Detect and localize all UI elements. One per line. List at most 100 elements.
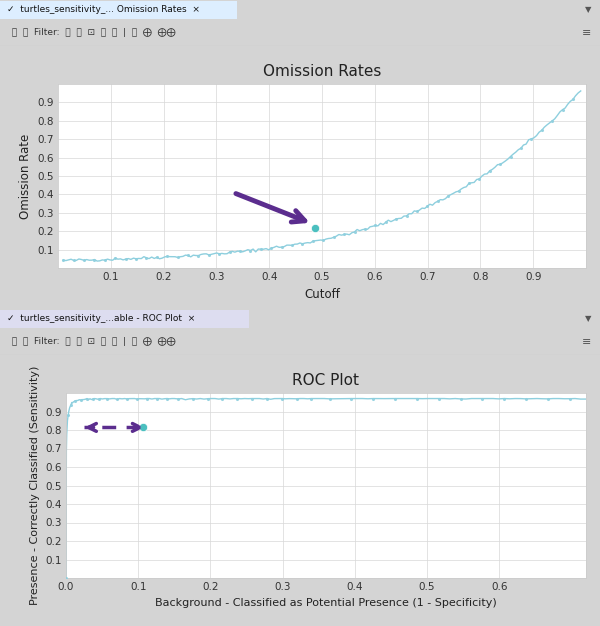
Point xyxy=(132,394,142,404)
Point xyxy=(256,244,266,254)
Point xyxy=(214,249,224,259)
FancyBboxPatch shape xyxy=(0,310,249,328)
Point xyxy=(319,235,328,245)
X-axis label: Background - Classified as Potential Presence (1 - Specificity): Background - Classified as Potential Pre… xyxy=(155,598,497,608)
Title: Omission Rates: Omission Rates xyxy=(263,64,381,79)
Point xyxy=(262,394,272,404)
Point xyxy=(391,214,401,224)
Point xyxy=(443,191,453,201)
Point xyxy=(110,253,120,263)
Point xyxy=(100,255,110,265)
Point xyxy=(247,394,257,404)
Point xyxy=(162,394,172,404)
Point xyxy=(232,394,242,404)
Point xyxy=(277,394,287,404)
Point xyxy=(422,201,432,211)
Point xyxy=(307,394,316,404)
Point xyxy=(558,105,568,115)
Point xyxy=(347,394,356,404)
Point xyxy=(163,252,172,262)
Point xyxy=(433,197,443,207)
Point xyxy=(298,239,307,249)
Point xyxy=(568,95,578,105)
Point xyxy=(69,255,79,265)
Point xyxy=(547,116,557,126)
Point xyxy=(325,394,334,404)
Point xyxy=(381,217,391,227)
Point xyxy=(194,250,203,260)
Point xyxy=(112,394,122,404)
Point xyxy=(402,211,412,221)
Point xyxy=(70,396,80,406)
Point xyxy=(64,410,73,420)
Point xyxy=(61,573,71,583)
Point xyxy=(82,394,92,404)
Text: ⧉  ⦀  Filter:  ⧉  ⧉  ⊡  ⧉  ⧉  |  ⮣  ⨁  ⨁⨁: ⧉ ⦀ Filter: ⧉ ⧉ ⊡ ⧉ ⧉ | ⮣ ⨁ ⨁⨁ xyxy=(6,337,176,346)
Point xyxy=(183,250,193,260)
Point xyxy=(76,395,86,405)
Point xyxy=(152,394,162,404)
Point xyxy=(456,394,466,404)
Point xyxy=(391,394,400,404)
Point xyxy=(329,232,338,242)
Point xyxy=(371,220,380,230)
Point xyxy=(218,394,227,404)
Point xyxy=(131,254,141,264)
Point xyxy=(475,174,484,184)
Point xyxy=(506,151,515,162)
Point xyxy=(565,394,574,404)
Y-axis label: Omission Rate: Omission Rate xyxy=(19,133,32,218)
Text: ≡: ≡ xyxy=(581,28,591,38)
Point xyxy=(340,230,349,240)
Point xyxy=(499,394,509,404)
Point xyxy=(188,394,197,404)
Point xyxy=(277,242,286,252)
Point xyxy=(245,245,255,255)
Point xyxy=(516,143,526,153)
Point xyxy=(66,400,76,410)
Y-axis label: Presence - Correctly Classified (Sensitivity): Presence - Correctly Classified (Sensiti… xyxy=(30,366,40,605)
Point xyxy=(225,247,235,257)
Point xyxy=(203,394,212,404)
Point xyxy=(89,255,99,265)
Text: ✓  turtles_sensitivity_...able - ROC Plot  ×: ✓ turtles_sensitivity_...able - ROC Plot… xyxy=(7,314,196,323)
Point xyxy=(543,394,553,404)
Point xyxy=(142,394,152,404)
Point xyxy=(308,236,317,246)
Title: ROC Plot: ROC Plot xyxy=(293,372,359,387)
Text: ▼: ▼ xyxy=(584,6,591,14)
Point xyxy=(454,186,463,196)
Point xyxy=(521,394,531,404)
Point xyxy=(310,223,320,233)
X-axis label: Cutoff: Cutoff xyxy=(304,288,340,300)
Text: ▼: ▼ xyxy=(584,314,591,324)
Point xyxy=(173,252,182,262)
Point xyxy=(412,394,422,404)
Point xyxy=(485,166,494,176)
Point xyxy=(537,125,547,135)
Point xyxy=(173,394,183,404)
Point xyxy=(412,207,422,217)
Point xyxy=(152,252,161,262)
Point xyxy=(142,253,151,263)
Point xyxy=(102,394,112,404)
Point xyxy=(360,224,370,234)
Point xyxy=(350,227,359,237)
Point xyxy=(94,394,104,404)
Point xyxy=(235,246,245,256)
Point xyxy=(88,394,98,404)
Point xyxy=(478,394,487,404)
Text: ⧉  ⦀  Filter:  ⧉  ⧉  ⊡  ⧉  ⧉  |  ⮣  ⨁  ⨁⨁: ⧉ ⦀ Filter: ⧉ ⧉ ⊡ ⧉ ⧉ | ⮣ ⨁ ⨁⨁ xyxy=(6,28,176,37)
Point xyxy=(496,160,505,170)
FancyBboxPatch shape xyxy=(0,1,237,19)
Text: ≡: ≡ xyxy=(581,337,591,347)
Point xyxy=(292,394,301,404)
Point xyxy=(204,250,214,260)
Point xyxy=(266,243,276,253)
Point xyxy=(58,255,68,265)
Point xyxy=(121,254,130,264)
Point xyxy=(139,423,148,433)
Point xyxy=(122,394,132,404)
Point xyxy=(434,394,443,404)
Text: ✓  turtles_sensitivity_... Omission Rates  ×: ✓ turtles_sensitivity_... Omission Rates… xyxy=(7,5,200,14)
